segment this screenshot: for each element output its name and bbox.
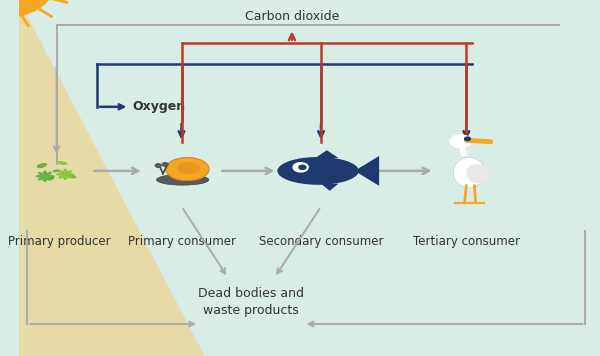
Ellipse shape: [43, 178, 47, 182]
Ellipse shape: [53, 169, 61, 172]
Ellipse shape: [46, 177, 52, 180]
Ellipse shape: [67, 175, 72, 179]
Text: Primary consumer: Primary consumer: [128, 235, 236, 248]
Ellipse shape: [277, 157, 359, 185]
Ellipse shape: [56, 173, 63, 176]
Polygon shape: [321, 184, 338, 191]
Ellipse shape: [35, 175, 43, 178]
Circle shape: [450, 135, 471, 148]
Ellipse shape: [38, 172, 44, 176]
Ellipse shape: [63, 176, 67, 180]
Circle shape: [40, 173, 50, 179]
Polygon shape: [458, 143, 467, 157]
Text: Dead bodies and: Dead bodies and: [198, 287, 304, 300]
Ellipse shape: [466, 164, 490, 183]
Circle shape: [163, 163, 168, 166]
Text: waste products: waste products: [203, 304, 299, 318]
Ellipse shape: [38, 177, 44, 180]
Circle shape: [61, 172, 70, 177]
Text: Primary producer: Primary producer: [8, 235, 111, 248]
Circle shape: [0, 0, 53, 18]
Ellipse shape: [177, 162, 200, 174]
Ellipse shape: [453, 157, 485, 188]
Text: Tertiary consumer: Tertiary consumer: [413, 235, 520, 248]
Polygon shape: [355, 156, 379, 186]
Polygon shape: [19, 0, 205, 356]
Ellipse shape: [68, 173, 74, 176]
Ellipse shape: [47, 176, 55, 180]
Text: Secondary consumer: Secondary consumer: [259, 235, 383, 248]
Ellipse shape: [157, 174, 209, 185]
Polygon shape: [315, 150, 338, 158]
Ellipse shape: [47, 175, 54, 178]
Circle shape: [155, 164, 161, 167]
Circle shape: [293, 163, 308, 172]
Ellipse shape: [63, 169, 67, 173]
Ellipse shape: [43, 171, 47, 175]
Circle shape: [299, 165, 306, 169]
Circle shape: [464, 137, 470, 141]
Ellipse shape: [58, 170, 64, 174]
Ellipse shape: [58, 175, 64, 179]
Ellipse shape: [166, 157, 209, 180]
Text: Carbon dioxide: Carbon dioxide: [245, 10, 339, 23]
Ellipse shape: [37, 163, 47, 168]
Ellipse shape: [68, 174, 76, 178]
Ellipse shape: [46, 172, 52, 176]
Text: Oxygen: Oxygen: [132, 100, 185, 113]
Ellipse shape: [58, 161, 67, 165]
Ellipse shape: [67, 170, 72, 174]
